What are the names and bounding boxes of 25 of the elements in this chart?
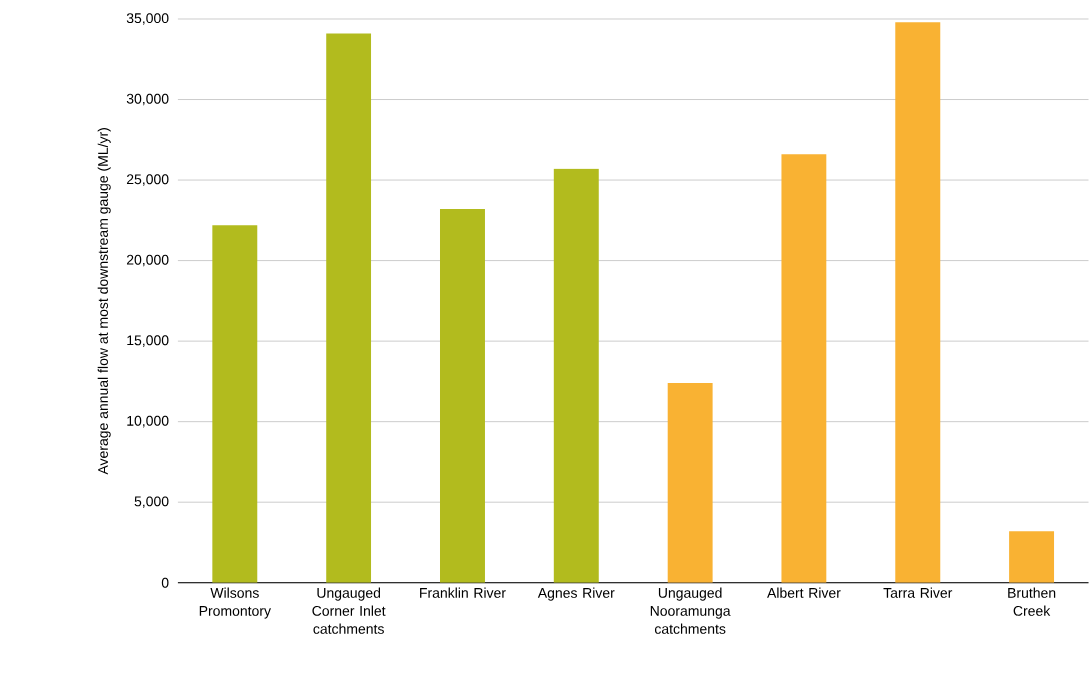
bar	[439, 209, 485, 583]
y-tick-label: 10,000	[127, 416, 169, 428]
y-tick-label: 30,000	[126, 93, 169, 106]
x-tick-label: Franklin River	[420, 587, 506, 599]
x-tick-label: Wilsons Promontory	[199, 587, 271, 619]
y-tick-label: 5,000	[134, 496, 169, 509]
bar	[553, 168, 599, 583]
bar	[326, 33, 372, 583]
y-tick-label: 0	[161, 577, 169, 588]
y-tick-label: 25,000	[126, 174, 169, 186]
y-tick-label: 35,000	[126, 13, 169, 25]
y-tick-label: 15,000	[127, 335, 169, 348]
y-tick-label: 20,000	[126, 254, 169, 267]
bar	[667, 383, 713, 583]
x-tick-label: Tarra River	[883, 587, 953, 599]
bar	[781, 154, 827, 583]
x-tick-label: Albert River	[767, 587, 841, 599]
bar	[1009, 531, 1055, 583]
y-axis-title: Average annual flow at most downstream gauge (ML/yr)	[97, 128, 111, 475]
x-tick-label: Bruthen Creek	[1008, 587, 1056, 617]
x-tick-label: Ungauged Corner Inlet catchments	[312, 587, 386, 635]
bar	[895, 22, 941, 583]
x-tick-label: Ungauged Nooramunga catchments	[650, 587, 731, 635]
x-tick-label: Agnes River	[537, 587, 615, 601]
bar	[212, 225, 258, 583]
